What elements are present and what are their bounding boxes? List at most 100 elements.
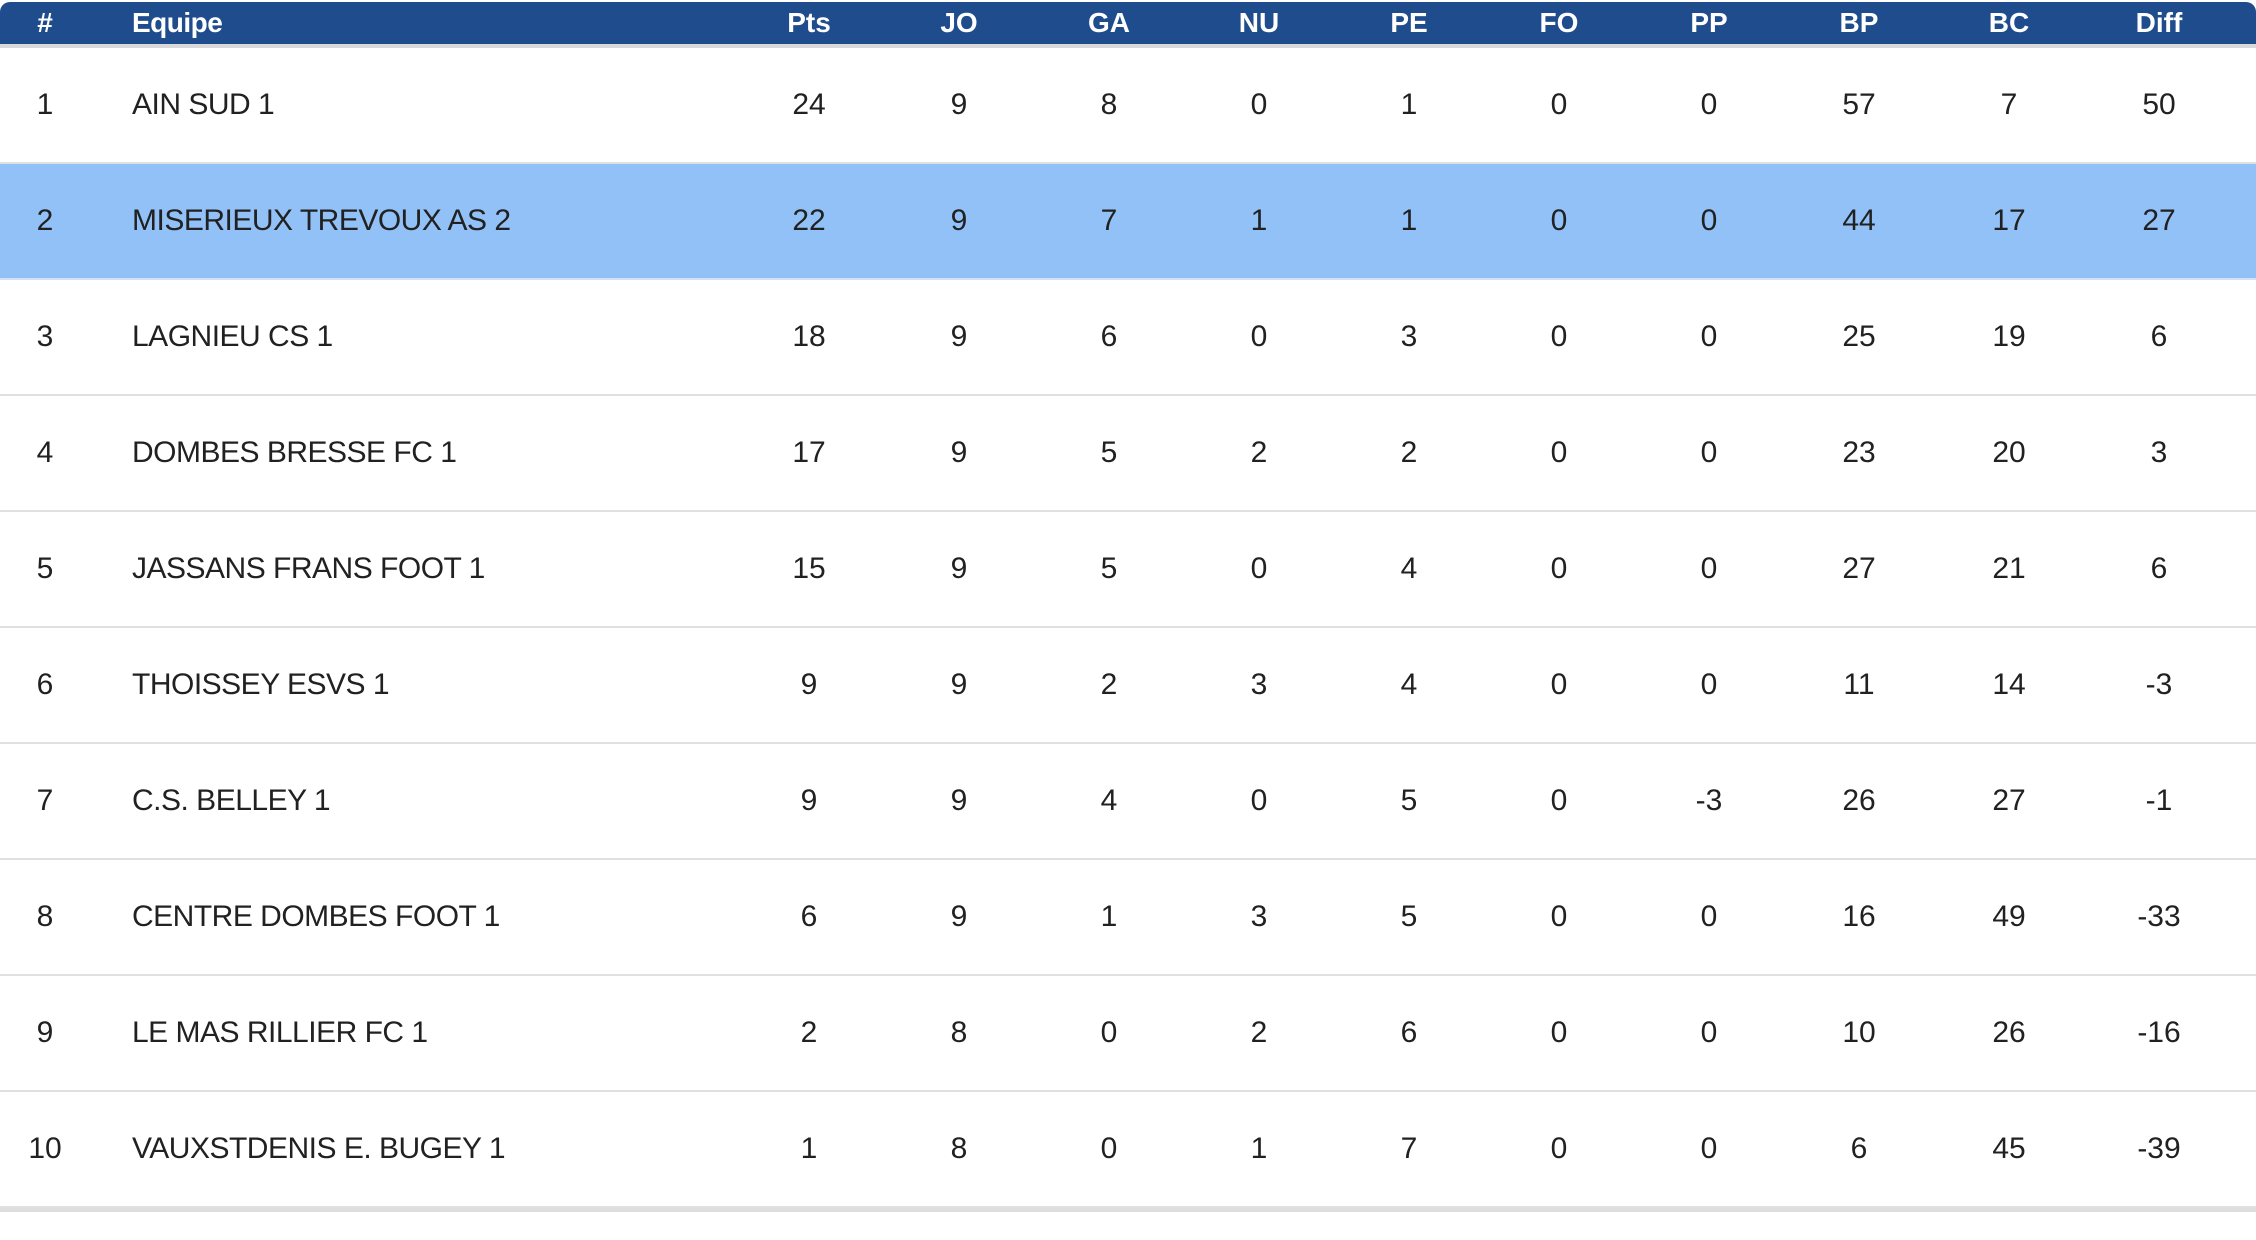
table-row[interactable]: 5 JASSANS FRANS FOOT 1 15 9 5 0 4 0 0 27 21 6 xyxy=(0,512,2256,628)
stat-cell-bp: 11 xyxy=(1843,668,1875,701)
column-header-bp: BP xyxy=(1839,7,1879,38)
team-name-cell: AIN SUD 1 xyxy=(132,88,275,121)
stat-cell-nu: 0 xyxy=(1250,320,1268,353)
table-row[interactable]: 9 LE MAS RILLIER FC 1 2 8 0 2 6 0 0 10 26 -16 xyxy=(0,976,2256,1092)
stat-cell-bp: 16 xyxy=(1842,900,1876,933)
stat-cell-bp: 57 xyxy=(1842,88,1876,121)
stat-cell-fo: 0 xyxy=(1550,784,1568,817)
team-name-cell: VAUXSTDENIS E. BUGEY 1 xyxy=(132,1132,506,1165)
stat-cell-pp: 0 xyxy=(1700,668,1718,701)
stat-cell-fo: 0 xyxy=(1550,900,1568,933)
stat-cell-fo: 0 xyxy=(1550,204,1568,237)
stat-cell-pts: 17 xyxy=(792,436,826,469)
stat-cell-bp: 27 xyxy=(1842,552,1876,585)
table-row[interactable]: 6 THOISSEY ESVS 1 9 9 2 3 4 0 0 11 14 -3 xyxy=(0,628,2256,744)
stat-cell-jo: 9 xyxy=(950,552,968,585)
stat-cell-ga: 5 xyxy=(1100,436,1118,469)
stat-cell-pe: 2 xyxy=(1400,436,1418,469)
table-header-row: # Equipe Pts JO GA NU PE FO PP BP BC Diff xyxy=(0,2,2256,48)
stat-cell-ga: 8 xyxy=(1100,88,1118,121)
team-name-cell: LE MAS RILLIER FC 1 xyxy=(132,1016,428,1049)
rank-cell: 6 xyxy=(36,668,54,701)
table-row[interactable]: 10 VAUXSTDENIS E. BUGEY 1 1 8 0 1 7 0 0 6 45 -39 xyxy=(0,1092,2256,1208)
stat-cell-ga: 4 xyxy=(1100,784,1118,817)
stat-cell-bc: 21 xyxy=(1992,552,2026,585)
stat-cell-nu: 1 xyxy=(1250,204,1268,237)
team-name-cell: THOISSEY ESVS 1 xyxy=(132,668,390,701)
stat-cell-bc: 26 xyxy=(1992,1016,2026,1049)
rank-cell: 10 xyxy=(28,1132,62,1165)
stat-cell-nu: 0 xyxy=(1250,88,1268,121)
stat-cell-diff: 6 xyxy=(2150,320,2168,353)
table-row[interactable]: 1 AIN SUD 1 24 9 8 0 1 0 0 57 7 50 xyxy=(0,48,2256,164)
table-row[interactable]: 2 MISERIEUX TREVOUX AS 2 22 9 7 1 1 0 0 44 17 27 xyxy=(0,164,2256,280)
stat-cell-pp: 0 xyxy=(1700,1016,1718,1049)
stat-cell-pp: 0 xyxy=(1700,552,1718,585)
stat-cell-bc: 27 xyxy=(1992,784,2026,817)
stat-cell-bc: 14 xyxy=(1992,668,2026,701)
stat-cell-pts: 9 xyxy=(800,784,818,817)
table-row[interactable]: 8 CENTRE DOMBES FOOT 1 6 9 1 3 5 0 0 16 49 -33 xyxy=(0,860,2256,976)
stat-cell-diff: 3 xyxy=(2150,436,2168,469)
rank-cell: 5 xyxy=(36,552,54,585)
stat-cell-diff: -1 xyxy=(2145,784,2173,817)
stat-cell-nu: 0 xyxy=(1250,552,1268,585)
table-row[interactable]: 7 C.S. BELLEY 1 9 9 4 0 5 0 -3 26 27 -1 xyxy=(0,744,2256,860)
stat-cell-jo: 8 xyxy=(950,1016,968,1049)
stat-cell-pp: 0 xyxy=(1700,204,1718,237)
stat-cell-ga: 6 xyxy=(1100,320,1118,353)
rank-cell: 7 xyxy=(36,784,54,817)
stat-cell-pe: 3 xyxy=(1400,320,1418,353)
stat-cell-pe: 1 xyxy=(1400,204,1418,237)
stat-cell-bp: 23 xyxy=(1842,436,1876,469)
rank-cell: 3 xyxy=(36,320,54,353)
column-header-rank: # xyxy=(37,7,53,38)
stat-cell-jo: 9 xyxy=(950,668,968,701)
stat-cell-bp: 25 xyxy=(1842,320,1876,353)
stat-cell-ga: 1 xyxy=(1100,900,1118,933)
stat-cell-diff: 27 xyxy=(2142,204,2176,237)
column-header-nu: NU xyxy=(1238,7,1280,38)
stat-cell-nu: 0 xyxy=(1250,784,1268,817)
stat-cell-pe: 4 xyxy=(1400,552,1418,585)
stat-cell-jo: 9 xyxy=(950,88,968,121)
stat-cell-pe: 5 xyxy=(1400,900,1418,933)
stat-cell-pts: 6 xyxy=(800,900,818,933)
stat-cell-pe: 5 xyxy=(1400,784,1418,817)
stat-cell-jo: 9 xyxy=(950,204,968,237)
stat-cell-pts: 2 xyxy=(800,1016,818,1049)
stat-cell-fo: 0 xyxy=(1550,1016,1568,1049)
table-body: 1 AIN SUD 1 24 9 8 0 1 0 0 57 7 50 2 MISERIEUX TREVOU… xyxy=(0,48,2256,1212)
table-row[interactable]: 3 LAGNIEU CS 1 18 9 6 0 3 0 0 25 19 6 xyxy=(0,280,2256,396)
stat-cell-ga: 2 xyxy=(1100,668,1118,701)
team-name-cell: DOMBES BRESSE FC 1 xyxy=(132,436,457,469)
rank-cell: 1 xyxy=(36,88,54,121)
standings-table: # Equipe Pts JO GA NU PE FO PP BP BC Diff 1 AIN SUD … xyxy=(0,2,2256,1212)
stat-cell-nu: 3 xyxy=(1250,668,1268,701)
stat-cell-fo: 0 xyxy=(1550,436,1568,469)
stat-cell-bp: 26 xyxy=(1842,784,1876,817)
rank-cell: 9 xyxy=(36,1016,54,1049)
stat-cell-bc: 17 xyxy=(1992,204,2026,237)
stat-cell-pp: 0 xyxy=(1700,436,1718,469)
table-row[interactable]: 4 DOMBES BRESSE FC 1 17 9 5 2 2 0 0 23 20 3 xyxy=(0,396,2256,512)
stat-cell-fo: 0 xyxy=(1550,1132,1568,1165)
stat-cell-pe: 7 xyxy=(1400,1132,1418,1165)
stat-cell-pp: 0 xyxy=(1700,320,1718,353)
column-header-bc: BC xyxy=(1988,7,2030,38)
stat-cell-ga: 0 xyxy=(1100,1132,1118,1165)
stat-cell-pts: 1 xyxy=(800,1132,818,1165)
stat-cell-fo: 0 xyxy=(1550,552,1568,585)
stat-cell-fo: 0 xyxy=(1550,668,1568,701)
stat-cell-diff: -3 xyxy=(2145,668,2173,701)
stat-cell-ga: 0 xyxy=(1100,1016,1118,1049)
column-header-ga: GA xyxy=(1088,7,1130,38)
column-header-diff: Diff xyxy=(2135,7,2183,38)
stat-cell-jo: 9 xyxy=(950,900,968,933)
stat-cell-diff: 6 xyxy=(2150,552,2168,585)
team-name-cell: JASSANS FRANS FOOT 1 xyxy=(132,552,485,585)
stat-cell-jo: 9 xyxy=(950,436,968,469)
stat-cell-nu: 2 xyxy=(1250,436,1268,469)
stat-cell-pp: 0 xyxy=(1700,88,1718,121)
team-name-cell: CENTRE DOMBES FOOT 1 xyxy=(132,900,500,933)
